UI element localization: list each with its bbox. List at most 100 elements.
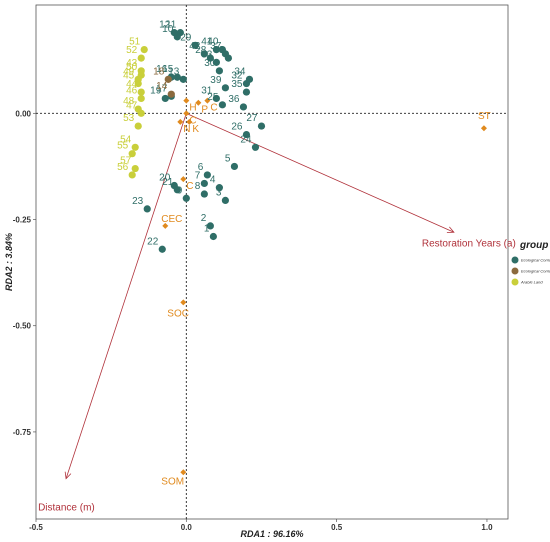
- point-2-13: [128, 171, 136, 179]
- point-0-1: [206, 222, 214, 230]
- point-label-2-7: 50: [126, 62, 138, 73]
- point-0-22: [218, 101, 226, 109]
- axes: -0.5 0.0 0.5 1.0 0.00 -0.25 -0.50 -0.75: [13, 109, 493, 532]
- point-2-11: [131, 143, 139, 151]
- env-label-9: C: [210, 103, 217, 114]
- env-marker-2: [180, 299, 187, 306]
- legend-key-1: [511, 267, 519, 275]
- point-label-0-3: 4: [210, 175, 216, 186]
- point-label-0-32: 35: [231, 79, 243, 90]
- point-label-0-21: 24: [240, 134, 252, 145]
- point-2-1: [137, 88, 145, 96]
- point-0-36: [221, 84, 230, 92]
- vector-label-0: Restoration Years (a): [422, 238, 516, 249]
- point-label-2-1: 44: [126, 79, 138, 90]
- env-label-0: ST: [478, 111, 491, 122]
- env-label-6: C: [189, 115, 196, 126]
- point-label-0-31: 34: [234, 66, 246, 77]
- point-label-0-15: 17: [156, 83, 168, 94]
- point-label-0-13: 15: [162, 64, 174, 75]
- point-label-1-1: 18: [153, 66, 165, 77]
- point-label-0-27: 30: [204, 58, 216, 69]
- point-2-5: [134, 105, 142, 113]
- point-0-18: [173, 186, 181, 194]
- point-2-8: [140, 46, 148, 54]
- point-label-2-3: 46: [126, 85, 138, 96]
- env-marker-1: [162, 222, 169, 229]
- vector-0-line: [186, 112, 455, 233]
- point-label-1-0: 14: [156, 81, 168, 92]
- point-1-1: [164, 75, 172, 83]
- point-label-2-6: 49: [123, 66, 135, 77]
- point-0-23: [242, 130, 251, 139]
- point-label-2-13: 56: [117, 162, 129, 173]
- point-2-3: [137, 94, 145, 103]
- point-label-0-9: 10: [162, 24, 174, 35]
- point-2-7: [137, 71, 145, 79]
- y-axis-title: RDA2 : 3.84%: [4, 233, 14, 291]
- point-0-20: [143, 205, 151, 213]
- point-0-3: [215, 184, 223, 192]
- point-label-0-20: 23: [132, 196, 144, 207]
- point-label-0-28: 31: [201, 85, 213, 96]
- point-0-39: [200, 50, 208, 58]
- plot-panel: [35, 4, 509, 520]
- sample-points: 1234567891011121315161719202122232425262…: [117, 20, 266, 253]
- point-label-2-2: 45: [123, 71, 135, 82]
- env-label-5: H: [189, 103, 196, 114]
- env-marker-0: [480, 125, 487, 132]
- point-0-31: [245, 75, 254, 83]
- point-label-0-38: 41: [201, 37, 213, 48]
- x-tick-label-3: 1.0: [481, 523, 493, 532]
- point-label-0-5: 6: [198, 162, 204, 173]
- point-label-0-19: 22: [147, 236, 159, 247]
- point-label-0-36: 39: [210, 75, 222, 86]
- point-0-19: [158, 245, 166, 253]
- env-label-3: SOM: [161, 476, 184, 487]
- y-tick-label-3: -0.75: [13, 428, 32, 437]
- point-label-0-0: 1: [204, 224, 210, 235]
- point-label-2-4: 47: [126, 100, 138, 111]
- point-label-2-14: 57: [120, 156, 132, 167]
- point-label-2-12: 55: [117, 141, 129, 152]
- point-label-0-2: 3: [216, 187, 222, 198]
- vectors: Restoration Years (a) Distance (m): [38, 112, 516, 514]
- legend-label-2: Arable Land: [520, 280, 543, 285]
- y-tick-label-0: 0.00: [15, 109, 31, 118]
- point-0-25: [206, 54, 214, 62]
- point-label-0-23: 26: [231, 122, 243, 133]
- point-1-0: [167, 90, 175, 98]
- y-tick-label-1: -0.25: [13, 216, 32, 225]
- vector-1-head: [64, 471, 72, 480]
- point-label-0-1: 2: [201, 213, 207, 224]
- point-0-4: [230, 162, 239, 171]
- vector-label-1: Distance (m): [38, 503, 95, 514]
- point-0-6: [200, 179, 208, 188]
- env-marker-10: [195, 99, 202, 106]
- x-tick-label-0: -0.5: [29, 523, 43, 532]
- point-label-2-10: 53: [123, 113, 135, 124]
- x-tick-label-1: 0.0: [181, 523, 193, 532]
- legend-key-0: [511, 256, 519, 264]
- point-label-0-14: 16: [156, 64, 168, 75]
- env-marker-7: [177, 118, 184, 125]
- point-label-2-8: 51: [129, 37, 141, 48]
- point-label-2-11: 54: [120, 134, 132, 145]
- point-0-0: [209, 232, 217, 241]
- point-2-10: [134, 122, 142, 130]
- point-label-0-24: 27: [246, 113, 258, 124]
- legend-key-2: [511, 278, 519, 286]
- env-label-2: SOC: [167, 308, 189, 319]
- point-label-2-5: 48: [123, 96, 135, 107]
- point-label-0-33: 36: [228, 94, 240, 105]
- point-label-2-0: 43: [126, 58, 138, 69]
- point-0-21: [251, 143, 260, 151]
- point-label-0-6: 7: [195, 170, 201, 181]
- env-marker-4: [180, 176, 187, 183]
- point-label-0-26: 29: [180, 32, 192, 43]
- point-0-13: [173, 73, 181, 81]
- point-0-16: [161, 94, 169, 103]
- point-0-2: [221, 196, 230, 205]
- point-0-7: [200, 190, 208, 198]
